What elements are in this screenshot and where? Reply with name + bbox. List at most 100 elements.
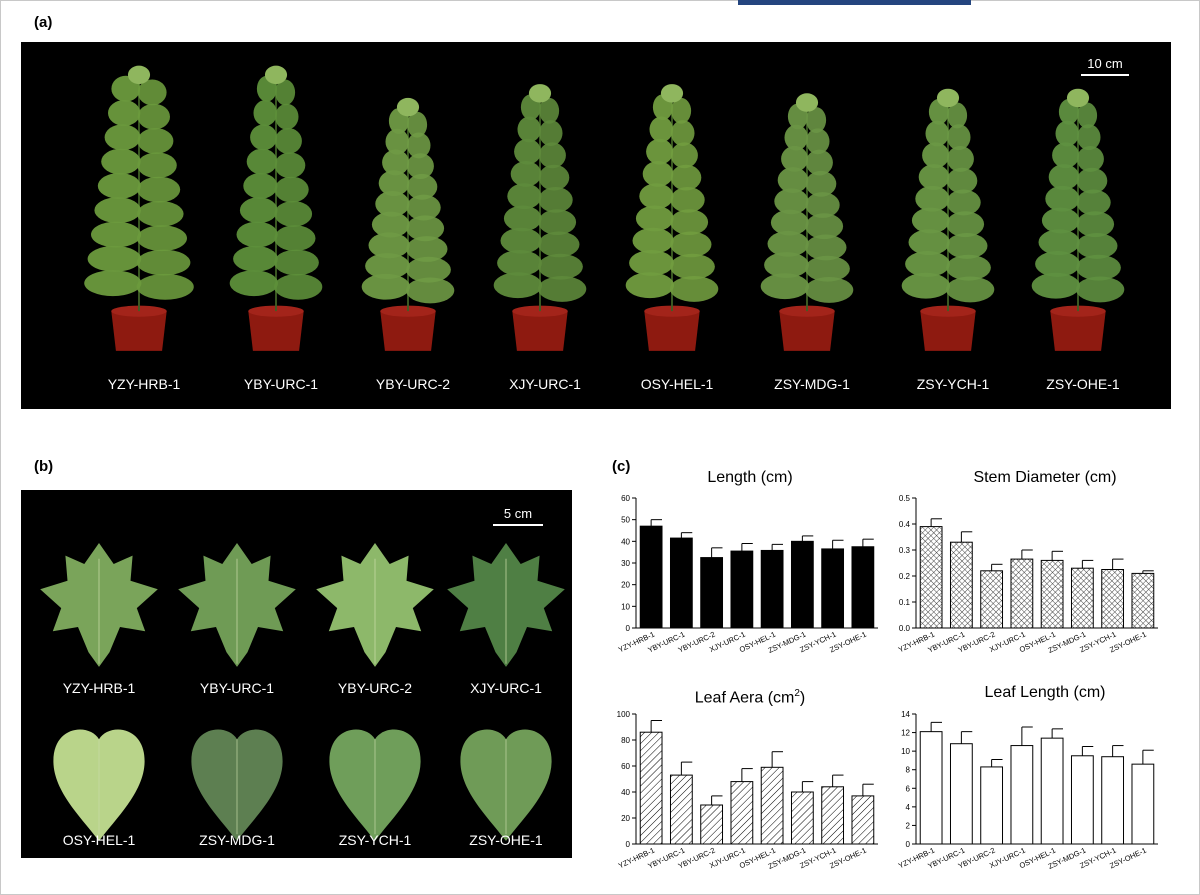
leaf-image: [447, 543, 565, 667]
plant-label: YZY-HRB-1: [107, 376, 181, 392]
bar: [1040, 559, 1064, 629]
leaf-image: [53, 729, 145, 841]
chart-leaf-area: 020406080100YZY-HRB-1YBY-URC-1YBY-URC-2X…: [617, 710, 878, 871]
plant-image: [493, 84, 587, 351]
bar: [790, 540, 814, 629]
y-tick-label: 0: [906, 840, 911, 849]
bar: [919, 526, 943, 629]
y-tick-label: 8: [906, 766, 911, 775]
plant-image: [361, 97, 455, 351]
plant-image: [625, 84, 719, 351]
leaf-label: YZY-HRB-1: [62, 680, 136, 696]
y-tick-label: 20: [621, 814, 630, 823]
y-tick-label: 4: [906, 803, 911, 812]
chart-stem-diameter: 0.00.10.20.30.40.5YZY-HRB-1YBY-URC-1YBY-…: [897, 494, 1158, 655]
bar: [730, 781, 754, 845]
plant-image: [1031, 88, 1125, 351]
leaf-image: [460, 729, 552, 841]
panel-label-c: (c): [612, 458, 631, 475]
chart-title-length: Length (cm): [707, 469, 793, 486]
chart-length: 0102030405060YZY-HRB-1YBY-URC-1YBY-URC-2…: [617, 494, 878, 655]
scale-bar-10cm: 10 cm: [1081, 56, 1129, 76]
bar: [980, 766, 1004, 845]
bar: [700, 557, 724, 629]
bar: [790, 791, 814, 845]
bar: [669, 537, 693, 629]
leaf-label: ZSY-OHE-1: [469, 832, 543, 848]
bar: [1040, 737, 1064, 845]
chart-title-leaf-area: Leaf Aera (cm2): [660, 688, 840, 707]
y-tick-label: 2: [906, 821, 911, 830]
y-tick-label: 60: [621, 762, 630, 771]
scale-bar-5cm: 5 cm: [493, 506, 543, 526]
plant-label: YBY-URC-1: [243, 376, 319, 392]
y-tick-label: 30: [621, 559, 630, 568]
leaf-label: ZSY-YCH-1: [338, 832, 412, 848]
bar: [1101, 569, 1125, 629]
leaf-area-title-text: Leaf Aera (cm: [694, 689, 795, 707]
y-tick-label: 14: [901, 710, 910, 719]
bar: [851, 546, 875, 629]
y-tick-label: 12: [901, 729, 910, 738]
y-tick-label: 0.4: [899, 520, 911, 529]
chart-leaf-length: 02468101214YZY-HRB-1YBY-URC-1YBY-URC-2XJ…: [897, 710, 1158, 871]
y-tick-label: 0.2: [899, 572, 911, 581]
journal-header-bar: [738, 0, 971, 5]
plant-photo: 10 cm YZY-HRB-1 YBY-URC-1 YBY-URC-2 XJY-URC…: [21, 42, 1171, 409]
y-tick-label: 0: [626, 624, 631, 633]
leaf-label: YBY-URC-2: [337, 680, 413, 696]
bar: [1070, 755, 1094, 845]
y-tick-label: 10: [621, 602, 630, 611]
y-tick-label: 6: [906, 784, 911, 793]
bar: [949, 743, 973, 845]
bar: [949, 541, 973, 629]
y-tick-label: 0.0: [899, 624, 911, 633]
leaf-area-title-sup: 2: [794, 688, 800, 699]
leaf-image: [316, 543, 434, 667]
y-tick-label: 0.3: [899, 546, 911, 555]
y-tick-label: 0.1: [899, 598, 911, 607]
bar: [1010, 745, 1034, 845]
leaf-image: [40, 543, 158, 667]
scale-bar-label: 5 cm: [503, 506, 533, 521]
bar: [1010, 558, 1034, 629]
y-tick-label: 10: [901, 747, 910, 756]
leaf-label: ZSY-MDG-1: [199, 832, 275, 848]
y-tick-label: 80: [621, 736, 630, 745]
bar: [760, 766, 784, 845]
plant-image: [229, 65, 323, 351]
bar: [821, 548, 845, 629]
leaf-image: [178, 543, 296, 667]
plant-label: OSY-HEL-1: [640, 376, 714, 392]
plant-label: YBY-URC-2: [375, 376, 451, 392]
y-tick-label: 0.5: [899, 494, 911, 503]
bar: [1070, 567, 1094, 629]
panel-label-b: (b): [34, 458, 54, 475]
leaf-image: [329, 729, 421, 841]
y-tick-label: 40: [621, 788, 630, 797]
y-tick-label: 50: [621, 516, 630, 525]
bar: [760, 549, 784, 629]
chart-title-stem-diameter: Stem Diameter (cm): [973, 469, 1117, 486]
bar: [1131, 763, 1155, 845]
plant-label: XJY-URC-1: [509, 376, 581, 392]
leaf-label: XJY-URC-1: [470, 680, 542, 696]
leaf-area-title-tail: ): [799, 689, 806, 707]
plant-label: ZSY-OHE-1: [1046, 376, 1120, 392]
bar: [669, 774, 693, 845]
y-tick-label: 0: [626, 840, 631, 849]
bar: [639, 731, 663, 845]
bar: [730, 550, 754, 629]
bar: [980, 570, 1004, 629]
plant-image: [901, 88, 995, 351]
bar: [1101, 756, 1125, 845]
bar: [851, 795, 875, 845]
plant-label: ZSY-MDG-1: [774, 376, 850, 392]
scale-bar-label: 10 cm: [1087, 56, 1123, 71]
y-tick-label: 40: [621, 537, 630, 546]
chart-title-leaf-length: Leaf Length (cm): [984, 684, 1106, 701]
leaf-image: [191, 729, 283, 841]
panel-label-a: (a): [34, 14, 53, 31]
plant-label: ZSY-YCH-1: [916, 376, 990, 392]
y-tick-label: 20: [621, 581, 630, 590]
